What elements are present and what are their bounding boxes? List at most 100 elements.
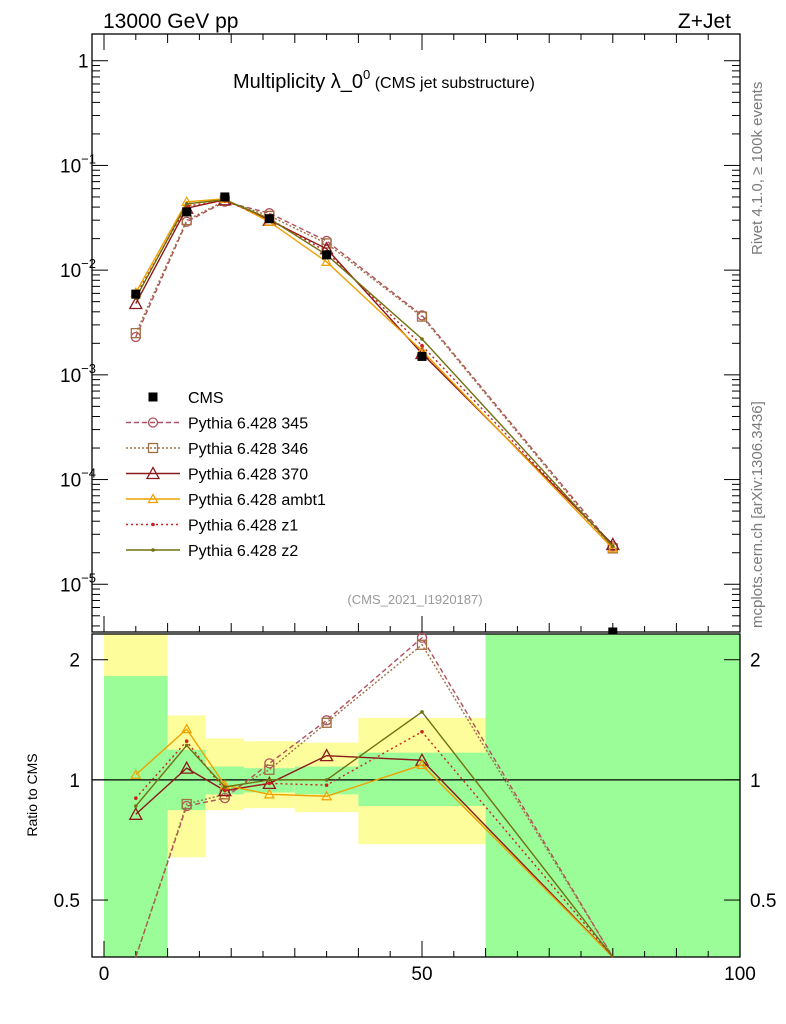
- ratio-series-marker: [319, 748, 334, 762]
- cms-data-point: [417, 351, 427, 361]
- legend-label: Pythia 6.428 z2: [188, 543, 298, 560]
- ratio-series-marker: [416, 639, 428, 650]
- ratio-series-marker: [264, 758, 275, 769]
- y-tick-label: 10−5: [60, 570, 96, 596]
- y-tick-base: 10: [60, 366, 81, 387]
- ratio-series-marker: [267, 778, 272, 782]
- y-tick-exp: −4: [81, 466, 96, 481]
- y-tick-label: 10−2: [60, 256, 96, 282]
- series-marker: [607, 542, 619, 553]
- legend-marker: [148, 392, 158, 402]
- ratio-series-marker: [420, 710, 424, 714]
- ratio-series-marker: [416, 759, 428, 770]
- ratio-series-marker: [324, 783, 329, 787]
- ratio-series-marker: [130, 769, 142, 779]
- mcplots-citation: mcplots.cern.ch [arXiv:1306.3436]: [749, 401, 766, 628]
- ratio-y-tick-label-left: 1: [69, 771, 80, 792]
- main-frame: [91, 33, 741, 633]
- series-marker: [420, 343, 424, 348]
- series-marker: [130, 328, 141, 339]
- legend-marker: [151, 548, 155, 552]
- legend-label: Pythia 6.428 345: [188, 416, 308, 433]
- ratio-frame: [91, 633, 741, 958]
- ratio-series-marker: [264, 764, 275, 775]
- ratio-series-marker: [267, 781, 272, 786]
- y-tick-base: 10: [60, 156, 81, 177]
- legend-marker: [147, 493, 159, 504]
- ratio-series-marker: [184, 743, 189, 748]
- series-marker: [128, 296, 143, 310]
- y-tick-exp: −3: [81, 361, 96, 376]
- ratio-series-line: [135, 643, 614, 958]
- y-tick-label: 10−4: [60, 466, 96, 492]
- legend-marker: [145, 466, 161, 480]
- series-marker: [184, 202, 189, 206]
- ratio-series-marker: [134, 804, 138, 808]
- chart-title-text: Multiplicity λ_0: [233, 71, 363, 93]
- y-tick-label: 1: [78, 52, 89, 73]
- ratio-series-marker: [223, 788, 227, 793]
- ratio-series-marker: [184, 739, 189, 744]
- series-marker: [321, 256, 333, 266]
- header-channel: Z+Jet: [678, 10, 731, 33]
- series-marker: [420, 337, 424, 341]
- ratio-series-marker: [134, 796, 138, 800]
- ratio-series-line: [135, 636, 614, 958]
- y-tick-base: 10: [60, 471, 81, 492]
- y-tick-base: 10: [60, 261, 81, 282]
- legend: CMS Pythia 6.428 345 Pythia 6.428 346 Pythi…: [126, 390, 326, 560]
- ratio-series-marker: [128, 806, 143, 820]
- ratio-panel: 0.5 0.5 1 1 2 2 0 50 100: [54, 632, 776, 985]
- ratio-band-inner: [485, 634, 740, 957]
- y-tick-label: 10−1: [60, 151, 96, 177]
- cms-data-point: [608, 627, 618, 637]
- y-tick-exp: −1: [81, 151, 96, 166]
- ratio-series-marker: [223, 785, 227, 789]
- legend-label: Pythia 6.428 370: [188, 467, 308, 484]
- cms-data-point: [220, 192, 230, 202]
- y-tick-base: 10: [60, 575, 81, 596]
- y-tick-label: 10−3: [60, 361, 96, 387]
- x-tick-label: 50: [411, 964, 432, 985]
- ratio-y-tick-label-left: 0.5: [54, 891, 80, 912]
- chart-title-sub: (CMS jet substructure): [370, 75, 534, 92]
- series-marker: [611, 544, 615, 549]
- legend-marker: [147, 442, 159, 454]
- ratio-y-label: Ratio to CMS: [24, 753, 40, 836]
- ratio-series-marker: [263, 788, 275, 799]
- ratio-series-line: [135, 728, 614, 958]
- cms-data-point: [182, 207, 192, 217]
- y-tick-exp: −2: [81, 256, 96, 271]
- ratio-series-marker: [321, 717, 332, 728]
- ratio-series-marker: [416, 632, 428, 643]
- ratio-y-tick-label-right: 0.5: [750, 891, 776, 912]
- legend-marker: [147, 417, 159, 428]
- x-tick-label: 0: [99, 964, 110, 985]
- cms-data-point: [322, 250, 332, 260]
- main-panel: 110−110−210−310−410−5: [60, 33, 741, 637]
- series-marker: [416, 311, 428, 322]
- analysis-watermark: (CMS_2021_I1920187): [347, 592, 482, 607]
- header-process: 13000 GeV pp: [103, 10, 238, 33]
- legend-label: Pythia 6.428 346: [188, 441, 308, 458]
- legend-marker: [151, 522, 155, 527]
- ratio-series-marker: [324, 778, 329, 782]
- series-marker: [321, 238, 332, 249]
- ratio-series-marker: [321, 790, 333, 801]
- cms-data-point: [264, 214, 274, 224]
- chart-title: Multiplicity λ_00 (CMS jet substructure): [233, 67, 535, 93]
- ratio-series-marker: [420, 729, 424, 734]
- cms-data-point: [131, 289, 141, 299]
- legend-label: Pythia 6.428 z1: [188, 518, 298, 535]
- legend-label: Pythia 6.428 ambt1: [188, 492, 326, 509]
- y-tick-base: 1: [78, 52, 89, 73]
- ratio-band-inner: [104, 676, 168, 957]
- legend-label: CMS: [188, 390, 224, 407]
- ratio-y-tick-label-right: 2: [750, 651, 761, 672]
- rivet-version: Rivet 4.1.0, ≥ 100k events: [749, 82, 766, 255]
- ratio-y-tick-label-left: 2: [69, 651, 80, 672]
- y-tick-exp: −5: [81, 570, 96, 585]
- chart-title-sup: 0: [363, 67, 370, 82]
- x-tick-label: 100: [724, 964, 756, 985]
